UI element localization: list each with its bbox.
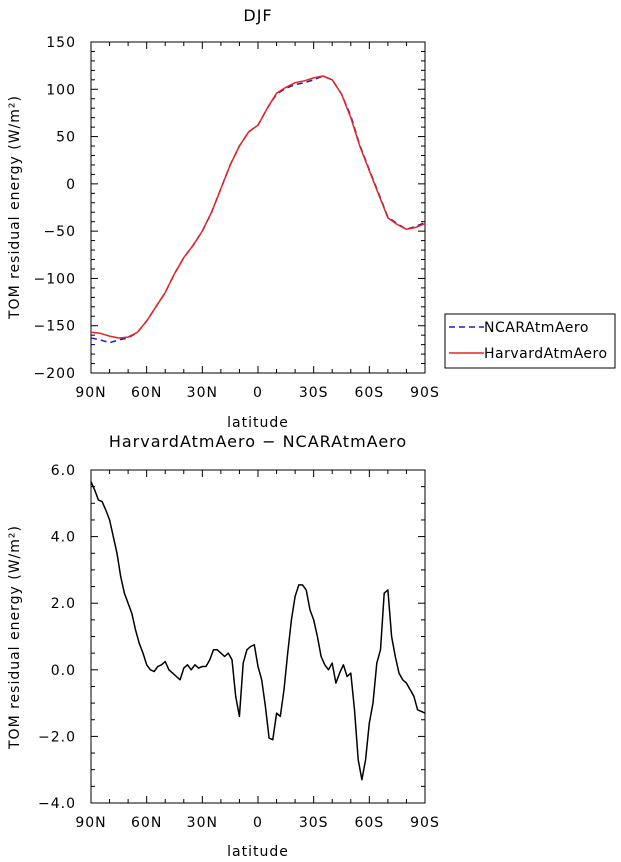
top-panel: DJF 90N 60N 30N 0 30S 60S 90S 150 100 50 0 −50 −100 −… <box>7 6 616 431</box>
top-y-axis-label: TOM residual energy (W/m²) <box>7 95 23 320</box>
bottom-y-tick-label: −2.0 <box>38 729 76 745</box>
top-plot-frame <box>90 41 426 374</box>
top-x-tick-label: 90S <box>410 385 440 401</box>
legend-label-ncar: NCARAtmAero <box>484 320 589 336</box>
top-series-line-harvardatmaero <box>90 75 426 339</box>
bottom-ticks: 90N 60N 30N 0 30S 60S 90S 6.0 4.0 2.0 0.0 −2.0 −4.0 <box>38 463 440 831</box>
top-y-tick-label: −150 <box>34 319 76 335</box>
bottom-panel: HarvardAtmAero − NCARAtmAero 90N 60N 30N 0 3… <box>7 432 440 860</box>
top-series <box>90 75 426 344</box>
top-x-tick-label: 0 <box>253 385 263 401</box>
bottom-y-tick-label: 2.0 <box>51 596 76 612</box>
bottom-x-tick-label: 0 <box>253 815 263 831</box>
top-x-tick-label: 30S <box>299 385 329 401</box>
bottom-x-tick-label: 30S <box>299 815 329 831</box>
top-y-tick-label: 150 <box>46 35 76 51</box>
top-y-tick-label: −50 <box>43 224 76 240</box>
bottom-x-tick-label: 30N <box>187 815 218 831</box>
bottom-x-tick-label: 60N <box>131 815 162 831</box>
top-x-axis-label: latitude <box>227 415 289 431</box>
top-y-tick-label: 50 <box>56 130 76 146</box>
top-chart-title: DJF <box>243 6 272 25</box>
top-series-line-ncaratmaero <box>90 75 426 344</box>
legend: NCARAtmAero HarvardAtmAero <box>444 313 616 369</box>
bottom-series-line-difference <box>90 481 426 781</box>
bottom-y-axis-label: TOM residual energy (W/m²) <box>7 525 23 750</box>
top-x-tick-label: 60N <box>131 385 162 401</box>
top-y-tick-label: 0 <box>66 177 76 193</box>
top-y-tick-label: −100 <box>34 271 76 287</box>
bottom-chart-title: HarvardAtmAero − NCARAtmAero <box>109 432 407 451</box>
bottom-x-tick-label: 90S <box>410 815 440 831</box>
top-y-tick-label: 100 <box>46 82 76 98</box>
top-x-tick-label: 90N <box>75 385 106 401</box>
bottom-y-tick-label: 0.0 <box>51 663 76 679</box>
top-ticks: 90N 60N 30N 0 30S 60S 90S 150 100 50 0 −50 −100 −150 −… <box>34 35 440 401</box>
bottom-y-tick-label: 6.0 <box>51 463 76 479</box>
top-y-tick-label: −200 <box>34 366 76 382</box>
top-x-tick-label: 30N <box>187 385 218 401</box>
legend-label-harvard: HarvardAtmAero <box>484 346 608 362</box>
bottom-series <box>90 481 426 781</box>
bottom-plot-frame <box>90 469 426 804</box>
bottom-x-tick-label: 60S <box>354 815 384 831</box>
top-x-tick-label: 60S <box>354 385 384 401</box>
bottom-y-tick-label: −4.0 <box>38 796 76 812</box>
bottom-x-axis-label: latitude <box>227 844 289 860</box>
legend-box <box>444 313 616 369</box>
bottom-x-tick-label: 90N <box>75 815 106 831</box>
bottom-y-tick-label: 4.0 <box>51 530 76 546</box>
